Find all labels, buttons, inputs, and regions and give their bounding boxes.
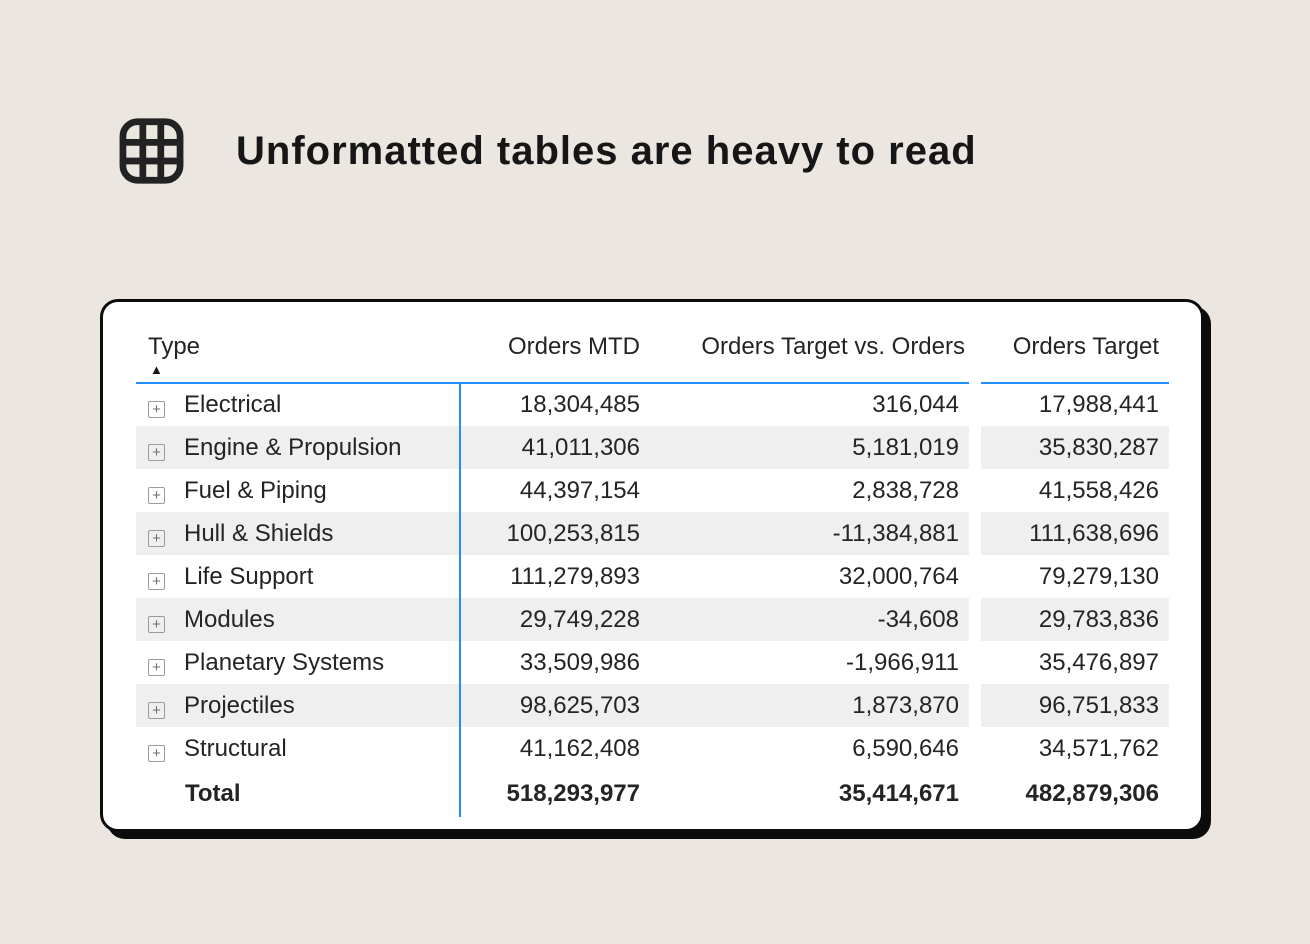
column-header-label: Orders Target vs. Orders — [701, 333, 965, 360]
expand-icon[interactable]: + — [148, 744, 165, 762]
value-cell: 111,638,696 — [969, 512, 1169, 555]
table-grid-icon — [113, 112, 190, 190]
column-header-type[interactable]: Type ▲ — [136, 332, 460, 384]
expand-icon[interactable]: + — [148, 615, 165, 633]
value-cell: 32,000,764 — [838, 562, 959, 590]
value-cell: 316,044 — [872, 391, 959, 418]
row-label-cell: + Structural — [136, 727, 461, 770]
value-cell: 2,838,728 — [852, 476, 959, 504]
table-row: + Fuel & Piping 44,397,154 2,838,728 41,558,… — [136, 469, 1169, 512]
expand-icon[interactable]: + — [148, 486, 165, 504]
value-cell: 29,749,228 — [460, 598, 650, 641]
value-cell: 41,558,426 — [969, 469, 1169, 512]
value-cell: 35,830,287 — [969, 426, 1169, 469]
value-cell: 6,590,646 — [852, 734, 959, 762]
row-label: Fuel & Piping — [184, 476, 327, 504]
total-value-cell: 482,879,306 — [969, 770, 1169, 817]
header-row: Type ▲ Orders MTD Orders Target vs. Orde… — [136, 332, 1169, 384]
value-cell: -34,608 — [650, 598, 975, 641]
table-row: + Planetary Systems 33,509,986 -1,966,911 35… — [136, 641, 1169, 684]
page-header: Unformatted tables are heavy to read — [113, 112, 977, 190]
expand-icon[interactable]: + — [148, 572, 165, 590]
expand-icon[interactable]: + — [148, 443, 165, 461]
row-label: Engine & Propulsion — [184, 433, 402, 461]
row-label-cell: + Planetary Systems — [136, 641, 461, 684]
row-label-cell: + Electrical — [136, 383, 461, 426]
value-cell: 17,988,441 — [969, 383, 1169, 426]
column-header-orders-target-vs-orders[interactable]: Orders Target vs. Orders — [650, 332, 975, 384]
expand-icon[interactable]: + — [148, 401, 165, 418]
row-label-cell: + Engine & Propulsion — [136, 426, 461, 469]
row-label-cell: + Life Support — [136, 555, 461, 598]
row-label-cell: + Projectiles — [136, 684, 461, 727]
column-header-orders-mtd[interactable]: Orders MTD — [460, 332, 650, 384]
value-cell: 79,279,130 — [969, 555, 1169, 598]
row-label: Modules — [184, 605, 275, 633]
value-cell: 96,751,833 — [969, 684, 1169, 727]
row-label-cell: + Modules — [136, 598, 461, 641]
row-label: Hull & Shields — [184, 519, 334, 547]
column-header-label: Orders Target — [1012, 333, 1159, 360]
table-row: + Projectiles 98,625,703 1,873,870 96,751,83… — [136, 684, 1169, 727]
expand-icon[interactable]: + — [148, 701, 165, 719]
table-row: + Hull & Shields 100,253,815 -11,384,881 111… — [136, 512, 1169, 555]
table-row: + Life Support 111,279,893 32,000,764 79,279… — [136, 555, 1169, 598]
column-header-label: Type — [148, 333, 201, 360]
column-header-label: Orders MTD — [508, 333, 640, 360]
total-row: Total 518,293,977 35,414,671 482,879,306 — [136, 770, 1169, 817]
row-label: Structural — [184, 734, 287, 762]
row-label: Projectiles — [184, 691, 295, 719]
table-row: + Structural 41,162,408 6,590,646 34,571,762 — [136, 727, 1169, 770]
value-cell: 98,625,703 — [460, 684, 650, 727]
value-cell: -11,384,881 — [650, 512, 975, 555]
table-body: + Electrical 18,304,485 316,044 17,988,441 + E… — [136, 383, 1169, 770]
total-label-cell: Total — [136, 770, 461, 817]
table-total: Total 518,293,977 35,414,671 482,879,306 — [136, 770, 1169, 817]
expand-icon[interactable]: + — [148, 658, 165, 676]
column-header-orders-target[interactable]: Orders Target — [975, 332, 1169, 384]
value-cell: -1,966,911 — [846, 648, 959, 676]
table-row: + Engine & Propulsion 41,011,306 5,181,019 3… — [136, 426, 1169, 469]
value-cell: 35,476,897 — [969, 641, 1169, 684]
table-row: + Modules 29,749,228 -34,608 29,783,836 — [136, 598, 1169, 641]
value-cell: 1,873,870 — [650, 684, 975, 727]
value-cell: 33,509,986 — [519, 648, 640, 676]
value-cell: 111,279,893 — [510, 562, 640, 590]
expand-icon[interactable]: + — [148, 529, 165, 547]
value-cell: 41,011,306 — [460, 426, 650, 469]
total-value-cell: 35,414,671 — [838, 779, 959, 807]
value-cell: 100,253,815 — [460, 512, 650, 555]
page-title: Unformatted tables are heavy to read — [236, 128, 977, 173]
sort-ascending-icon: ▲ — [150, 362, 163, 377]
row-label-cell: + Hull & Shields — [136, 512, 461, 555]
row-label: Life Support — [184, 562, 314, 590]
value-cell: 29,783,836 — [969, 598, 1169, 641]
value-cell: 34,571,762 — [969, 727, 1169, 770]
table-row: + Electrical 18,304,485 316,044 17,988,441 — [136, 383, 1169, 426]
value-cell: 41,162,408 — [519, 734, 640, 762]
total-value-cell: 518,293,977 — [506, 779, 640, 807]
value-cell: 44,397,154 — [519, 476, 640, 504]
value-cell: 5,181,019 — [650, 426, 975, 469]
row-label: Planetary Systems — [184, 648, 385, 676]
table-card: Type ▲ Orders MTD Orders Target vs. Orde… — [100, 299, 1204, 832]
value-cell: 18,304,485 — [519, 391, 640, 418]
row-label-cell: + Fuel & Piping — [136, 469, 461, 512]
row-label: Electrical — [184, 391, 282, 418]
data-table: Type ▲ Orders MTD Orders Target vs. Orde… — [136, 332, 1169, 817]
